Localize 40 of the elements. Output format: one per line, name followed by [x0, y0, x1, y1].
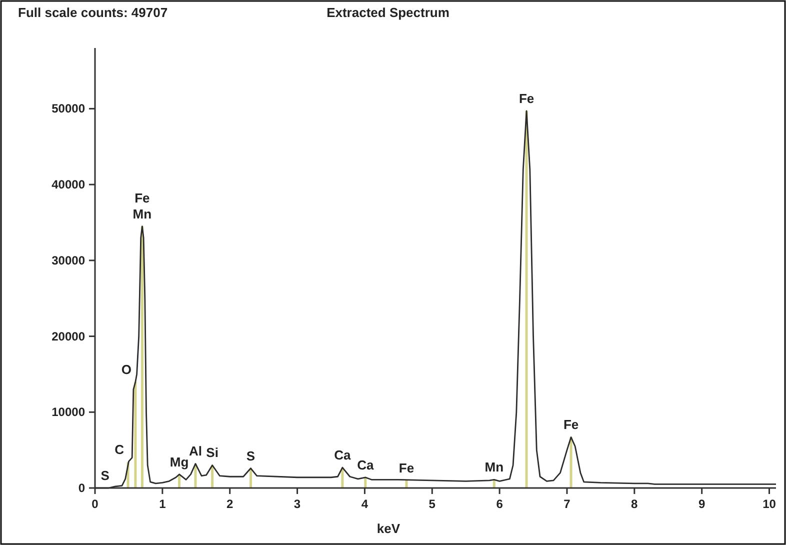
y-tick-label: 50000	[52, 102, 86, 116]
annotation: Ca	[334, 448, 352, 463]
text: Full scale counts: 49707	[18, 5, 168, 20]
y-tick-label: 20000	[52, 329, 86, 344]
annotation: Fe	[518, 90, 534, 106]
y-tick-label: 10000	[52, 405, 86, 420]
x-tick-label: 9	[698, 497, 706, 511]
bar	[525, 110, 528, 488]
annotation: Mn	[132, 206, 152, 222]
y-tick-label: 30000	[52, 253, 86, 268]
x-tick-label: 3	[294, 497, 301, 511]
x-axis-title: keV	[376, 521, 400, 536]
bar	[570, 437, 572, 488]
x-tick-label: 0	[92, 497, 99, 511]
x-tick-label: 8	[631, 497, 638, 511]
x-tick-label: 2	[226, 497, 234, 511]
annotation: Fe	[398, 460, 414, 476]
annotation: Fe	[563, 417, 579, 432]
x-tick-label: 1	[159, 497, 166, 511]
x-tick-label: 4	[361, 497, 368, 511]
bar	[140, 226, 144, 488]
x-tick-label: 10	[762, 497, 776, 511]
annotation: O	[121, 362, 132, 377]
chart-title: Extracted Spectrum	[326, 5, 450, 20]
annotation: Fe	[134, 190, 150, 206]
y-tick-label: 40000	[52, 178, 86, 192]
annotation: S	[246, 448, 256, 464]
bar	[134, 382, 137, 488]
bar	[405, 480, 408, 488]
annotation: Si	[206, 445, 218, 460]
x-tick-label: 5	[428, 497, 436, 511]
annotation: Mg	[170, 454, 189, 470]
x-tick-label: 7	[564, 497, 571, 511]
y-tick-label: 0	[78, 481, 86, 495]
annotation: S	[100, 468, 110, 483]
annotation: Ca	[357, 457, 374, 472]
x-tick-label: 6	[496, 497, 504, 511]
annotation: Mn	[484, 460, 504, 475]
annotation: C	[114, 442, 125, 458]
annotation: Al	[188, 444, 202, 459]
